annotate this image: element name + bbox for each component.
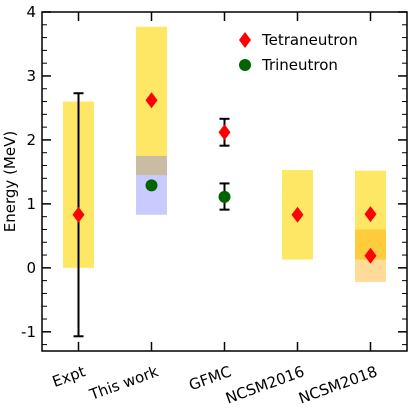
markers-layer bbox=[72, 92, 377, 264]
tetraneutron-point bbox=[145, 92, 158, 109]
x-category-label: NCSM2018 bbox=[296, 362, 380, 407]
legend-label: Trineutron bbox=[261, 56, 338, 74]
y-axis-title: Energy (MeV) bbox=[1, 131, 19, 232]
x-category-label: Expt bbox=[50, 362, 88, 391]
trineutron-point bbox=[218, 190, 231, 203]
y-tick-label: 1 bbox=[26, 195, 36, 213]
tetraneutron-point bbox=[218, 124, 231, 141]
x-category-label: NCSM2016 bbox=[223, 362, 307, 407]
tetraneutron-point bbox=[72, 206, 85, 223]
y-tick-label: -1 bbox=[21, 323, 36, 341]
y-tick-label: 3 bbox=[26, 67, 36, 85]
y-ticks-layer: -1 0 1 2 3 4 bbox=[21, 3, 407, 346]
legend-label: Tetraneutron bbox=[261, 31, 358, 49]
legend: Tetraneutron Trineutron bbox=[239, 31, 358, 74]
legend-marker-diamond bbox=[239, 32, 251, 48]
y-tick-label: 2 bbox=[26, 131, 36, 149]
legend-marker-circle bbox=[239, 59, 251, 71]
trineutron-point bbox=[145, 179, 158, 192]
x-category-label: This work bbox=[86, 362, 161, 404]
plot-frame bbox=[41, 11, 408, 352]
y-tick-label: 4 bbox=[26, 3, 36, 21]
legend-entry: Trineutron bbox=[239, 56, 338, 74]
y-tick-label: 0 bbox=[26, 259, 36, 277]
tetraneutron-point bbox=[364, 206, 377, 223]
legend-entry: Tetraneutron bbox=[239, 31, 358, 49]
tetraneutron-point bbox=[364, 247, 377, 264]
tetraneutron-point bbox=[291, 206, 304, 223]
